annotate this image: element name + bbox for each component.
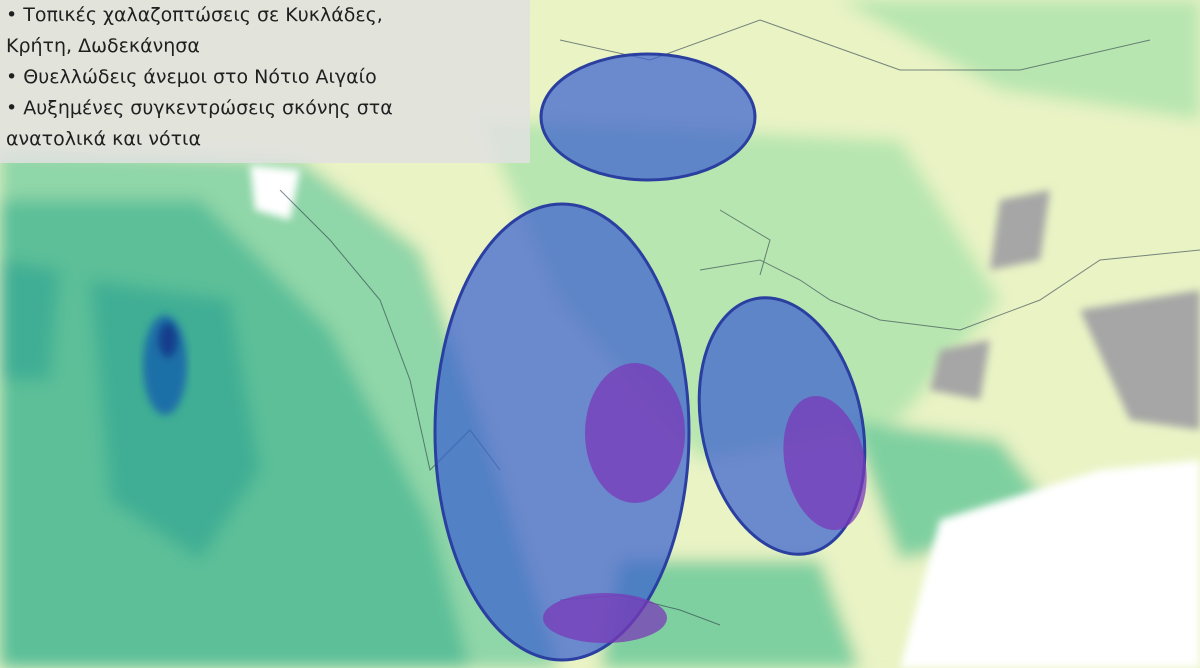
terrain-mask <box>250 165 1200 668</box>
warning-areas <box>433 52 867 662</box>
forecast-bulletin: • Τοπικές χαλαζοπτώσεις σε Κυκλάδες, Κρή… <box>0 0 530 163</box>
bulletin-line-dust-cont: ανατολικά και νότια <box>6 128 201 150</box>
bulletin-line-hail: • Τοπικές χαλαζοπτώσεις σε Κυκλάδες, <box>6 4 383 26</box>
warning-area-balkans <box>539 52 757 182</box>
hail-area-dodecanese <box>783 395 867 531</box>
bulletin-line-hail-cont: Κρήτη, Δωδεκάνησα <box>6 35 200 57</box>
bulletin-line-winds: • Θυελλώδεις άνεμοι στο Νότιο Αιγαίο <box>6 66 377 88</box>
bulletin-line-dust: • Αυξημένες συγκεντρώσεις σκόνης στα <box>6 97 393 119</box>
precip-core <box>143 315 187 415</box>
hail-area-crete <box>543 593 667 643</box>
hail-area-cyclades <box>585 363 685 503</box>
warning-area-greece <box>433 202 691 662</box>
